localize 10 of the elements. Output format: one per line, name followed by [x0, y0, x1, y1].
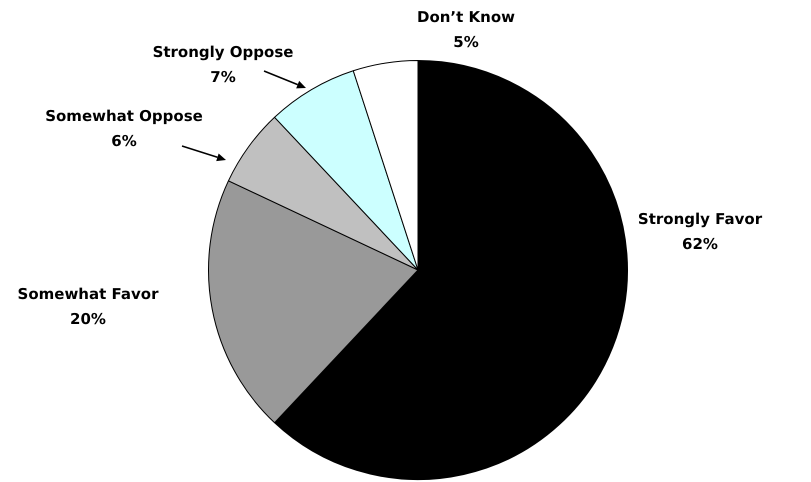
slice-label: Strongly Oppose	[152, 42, 294, 61]
slice-label: Somewhat Favor	[18, 284, 160, 303]
slice-label: Don’t Know	[417, 8, 516, 26]
data-label: 5%	[453, 32, 479, 51]
data-label: 7%	[210, 68, 236, 86]
data-label: 6%	[111, 132, 137, 150]
data-label: 62%	[682, 234, 718, 253]
slice-label: Strongly Favor	[638, 210, 763, 228]
data-label: 20%	[70, 310, 106, 328]
slice-label: Somewhat Oppose	[45, 106, 203, 125]
